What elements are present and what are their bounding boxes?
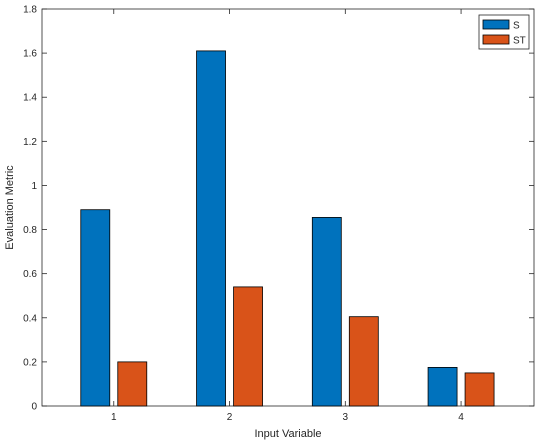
bar-s-2 xyxy=(196,50,226,407)
plot-area: 0 0.2 0.4 0.6 0.8 1 1.2 1.4 1.6 1.8 1 2 3 4 S ST xyxy=(23,5,535,423)
y-tick-label: 0.4 xyxy=(23,313,37,324)
legend-label-s: S xyxy=(513,21,520,32)
y-tick-label: 0.2 xyxy=(23,357,37,368)
y-tick-label: 1.6 xyxy=(23,49,37,60)
x-axis-title: Input Variable xyxy=(254,428,321,440)
bar-s-4 xyxy=(427,367,458,407)
bar-st-1 xyxy=(117,361,148,407)
bar-s-3 xyxy=(311,217,342,407)
y-tick-label: 1.8 xyxy=(23,5,37,16)
legend-swatch-s xyxy=(482,19,510,30)
bar-s-1 xyxy=(80,209,111,407)
legend-swatch-st xyxy=(482,34,510,45)
legend-label-st: ST xyxy=(513,36,526,47)
bar-st-2 xyxy=(233,286,263,407)
y-tick-label: 1.4 xyxy=(23,93,37,104)
y-tick-label: 1 xyxy=(31,181,37,192)
x-tick-label: 1 xyxy=(111,412,117,423)
plot-box xyxy=(41,8,535,407)
bar-st-3 xyxy=(348,316,379,407)
y-tick-label: 1.2 xyxy=(23,137,37,148)
y-tick-label: 0.6 xyxy=(23,269,37,280)
y-tick-label: 0.8 xyxy=(23,225,37,236)
x-tick-label: 3 xyxy=(343,412,349,423)
x-tick-label: 2 xyxy=(227,412,233,423)
bar-st-4 xyxy=(464,372,495,407)
y-tick-label: 0 xyxy=(31,402,37,413)
x-tick-label: 4 xyxy=(458,412,464,423)
y-axis-title: Evaluation Metric xyxy=(4,165,16,250)
